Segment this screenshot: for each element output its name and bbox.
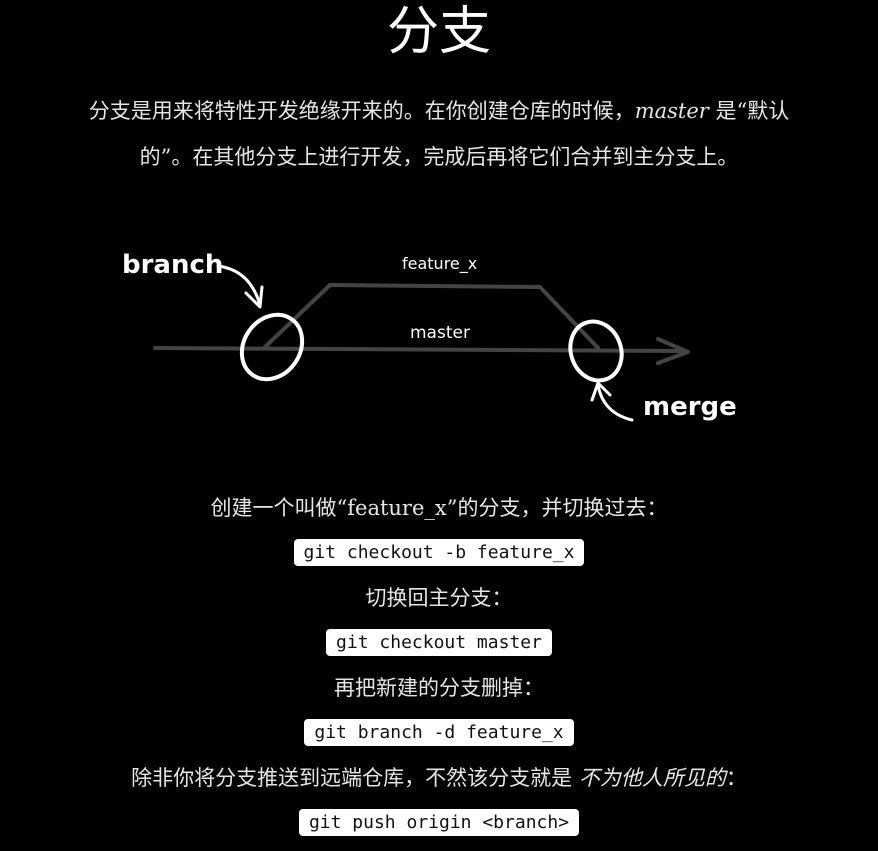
master-arrow-head (656, 337, 690, 365)
push-text-before: 除非你将分支推送到远端仓库，不然该分支就是 (131, 766, 579, 790)
feature-line (263, 283, 600, 350)
branch-pointer-arrow (216, 264, 262, 307)
branch-circle (239, 312, 305, 382)
code-push-origin[interactable]: git push origin <branch> (298, 809, 580, 836)
step-switch-code-wrap: git checkout master (0, 629, 878, 656)
code-branch-delete[interactable]: git branch -d feature_x (304, 719, 574, 746)
step-switch-label: 切换回主分支： (365, 586, 513, 610)
push-code-wrap: git push origin <branch> (0, 809, 878, 836)
merge-pointer-arrow-head (590, 381, 612, 402)
code-checkout-new-branch[interactable]: git checkout -b feature_x (293, 539, 585, 566)
intro-paragraph: 分支是用来将特性开发绝缘开来的。在你创建仓库的时候，master 是“默认的”。… (70, 88, 808, 180)
master-label: master (410, 323, 470, 343)
code-checkout-master[interactable]: git checkout master (326, 629, 552, 656)
merge-label: merge (643, 392, 737, 422)
intro-text-after: 是“默认的”。在其他分支上进行开发，完成后再将它们合并到主分支上。 (139, 99, 790, 169)
intro-text-before: 分支是用来将特性开发绝缘开来的。在你创建仓库的时候， (88, 99, 635, 123)
push-text-emphasis: 不为他人所见的 (578, 766, 726, 790)
step-delete-code-wrap: git branch -d feature_x (0, 719, 878, 746)
branch-label: branch (122, 250, 223, 280)
merge-pointer-arrow (596, 383, 634, 422)
push-label: 除非你将分支推送到远端仓库，不然该分支就是 不为他人所见的： (0, 764, 878, 792)
master-line (153, 346, 682, 353)
branch-diagram: branch feature_x master merge (122, 250, 737, 422)
page-title: 分支 (386, 2, 491, 62)
intro-master-word: master (634, 99, 709, 123)
step-create-label: 创建一个叫做“feature_x”的分支，并切换过去： (210, 496, 668, 520)
push-text-after: ： (725, 766, 747, 790)
step-delete-label: 再把新建的分支删掉： (334, 676, 544, 700)
step-create-code-wrap: git checkout -b feature_x (0, 539, 878, 566)
feature-label: feature_x (402, 254, 477, 274)
merge-circle (568, 319, 624, 383)
branch-pointer-arrow-head (244, 285, 264, 309)
